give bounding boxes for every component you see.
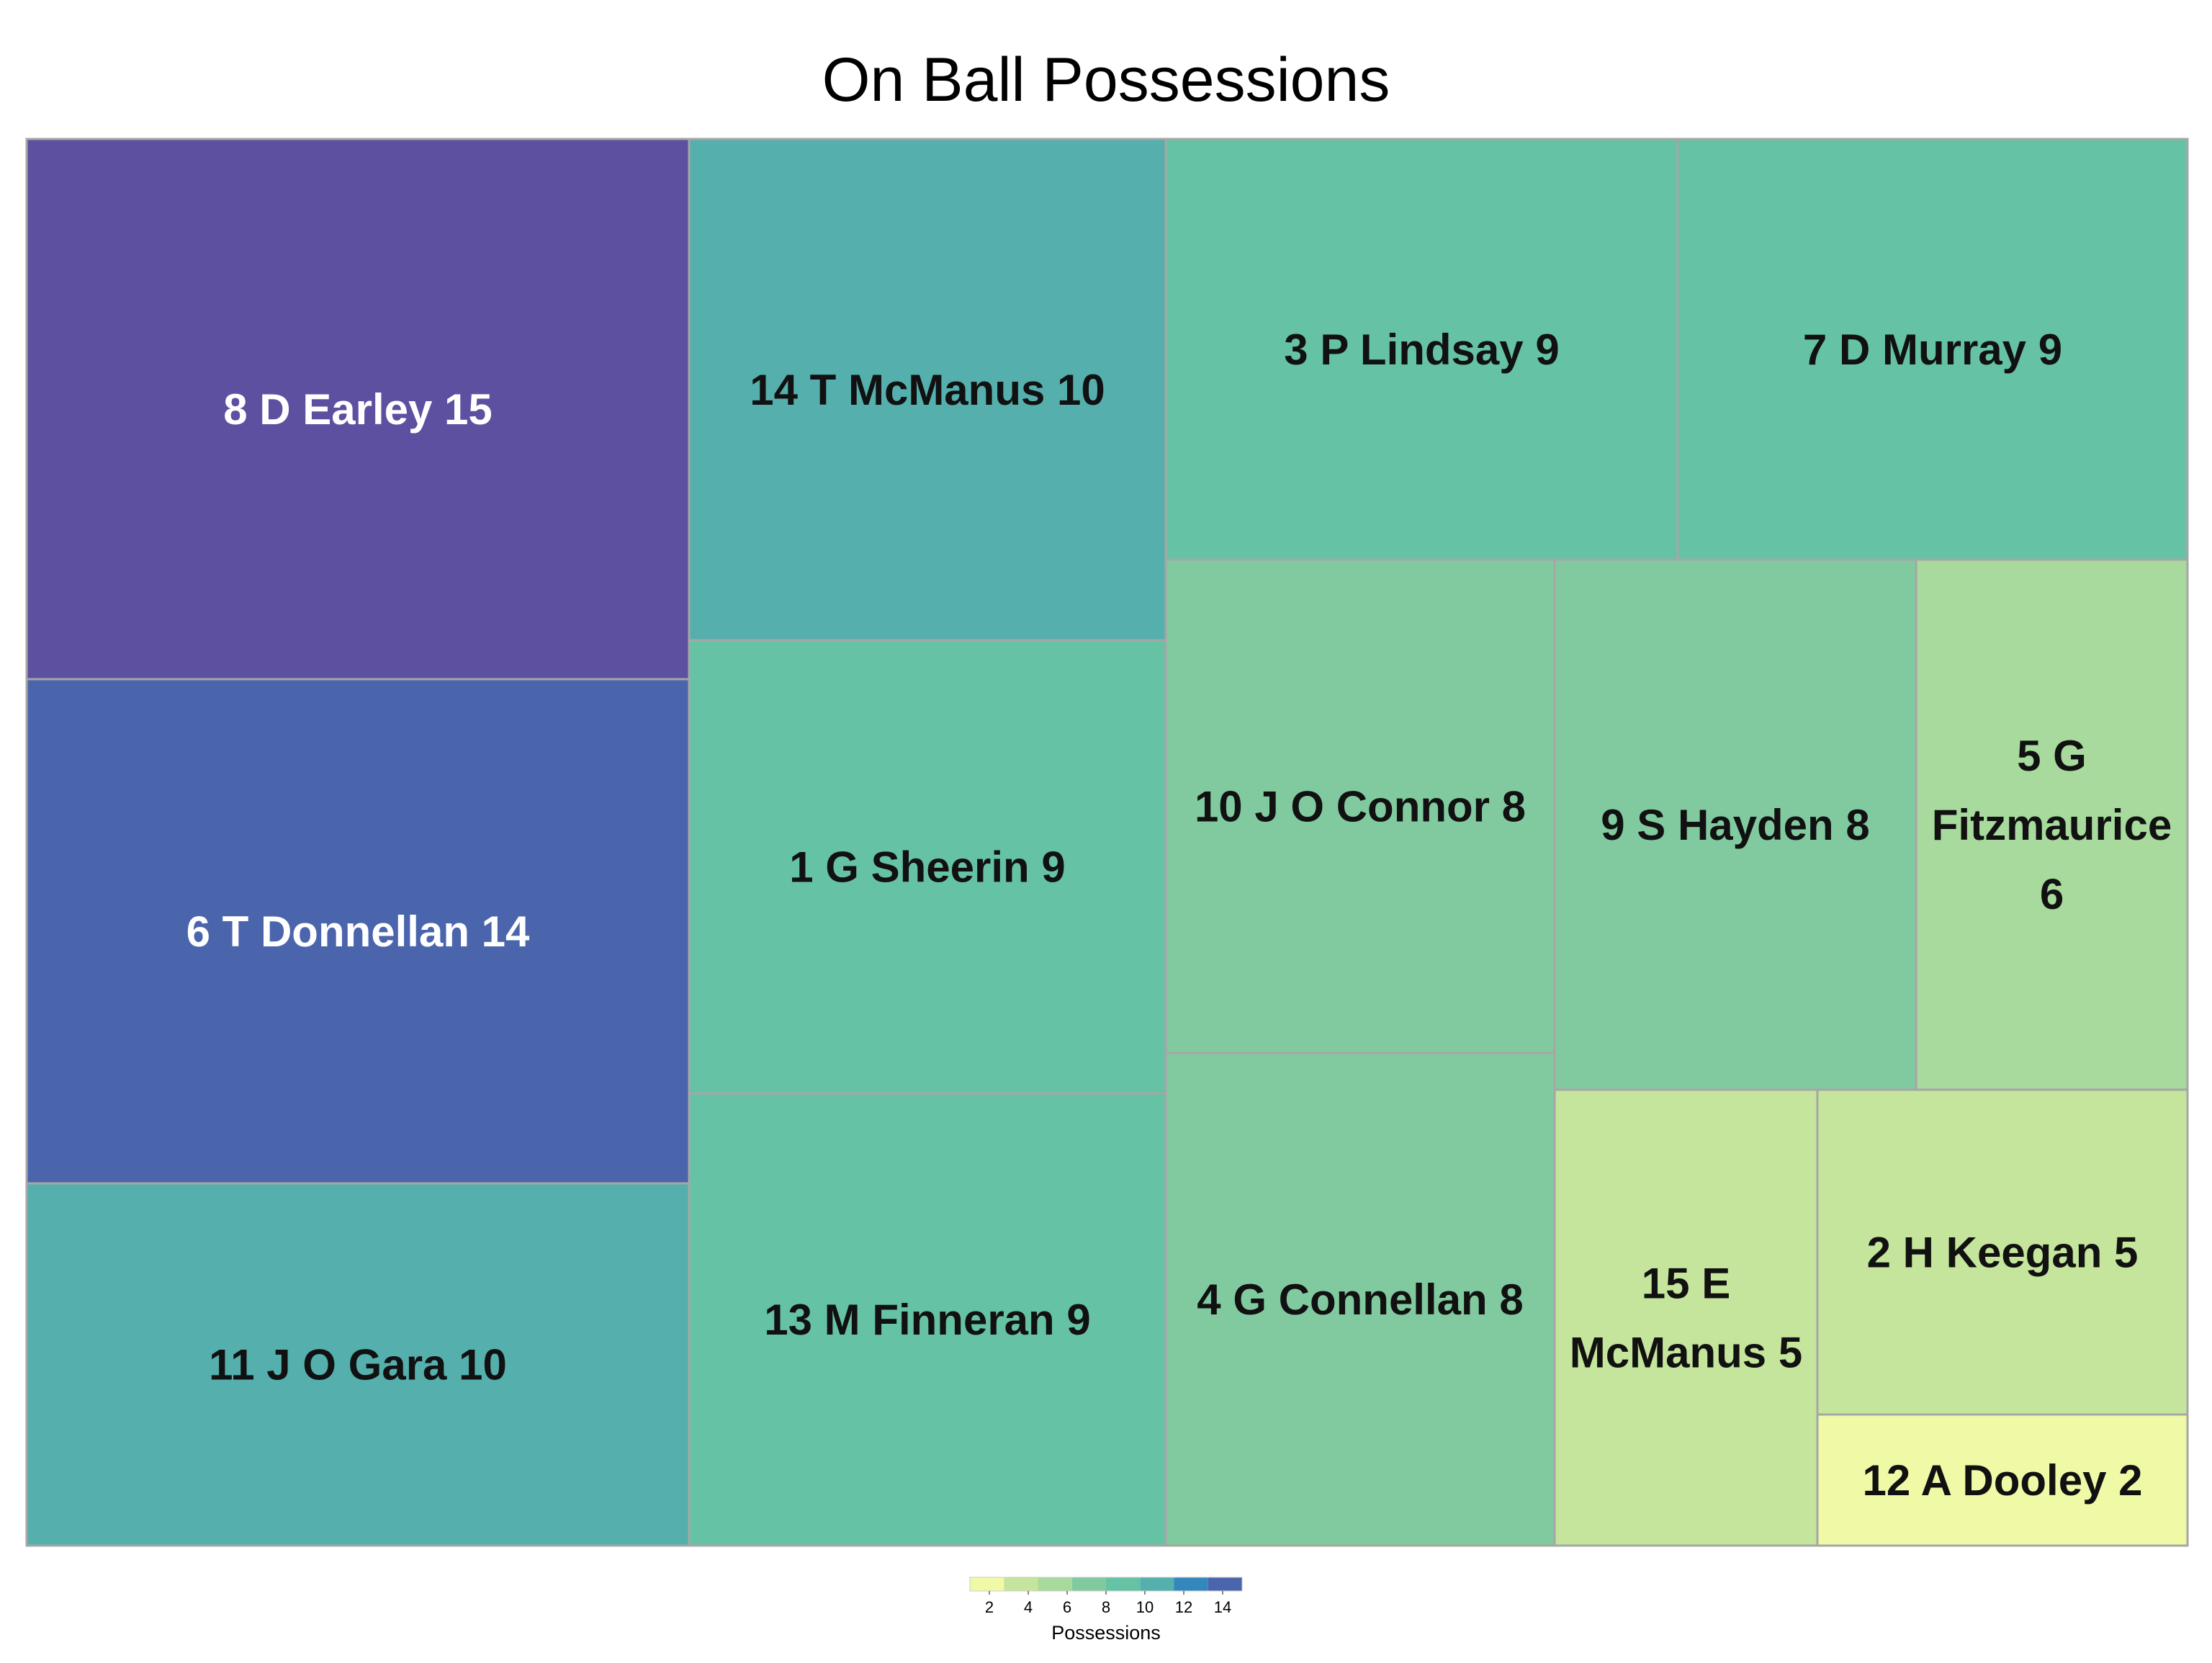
treemap-tile: 13 M Finneran 9 [688,1092,1167,1547]
treemap-tile-label: 8 D Earley 15 [223,385,493,434]
treemap-tile-label: 9 S Hayden 8 [1601,801,1870,849]
treemap-tile-label: 5 G Fitzmaurice 6 [1932,732,2172,918]
treemap-tile-label: 14 T McManus 10 [750,366,1105,414]
treemap-tile-label: 6 T Donnellan 14 [186,907,530,956]
legend-tick-label: 4 [1024,1598,1033,1616]
legend-color-swatch [1071,1577,1106,1591]
treemap-tile-rect [1553,1088,1819,1547]
legend-title: Possessions [1051,1622,1161,1644]
treemap-tile-label-line: 6 [2040,870,2064,918]
treemap-tile-rect [1816,1413,2189,1547]
treemap-tile-rect [1164,1052,1556,1547]
treemap-tile-label: 13 M Finneran 9 [764,1296,1090,1344]
treemap-tile: 2 H Keegan 5 [1816,1088,2189,1416]
treemap-tile-label-line: McManus 5 [1570,1329,1802,1377]
treemap-tile-rect [688,639,1167,1095]
treemap-tile-label-line: 13 M Finneran 9 [764,1296,1090,1344]
legend-tick-label: 14 [1214,1598,1231,1616]
treemap-tile-label: 11 J O Gara 10 [209,1341,507,1389]
treemap-tile-label-line: 12 A Dooley 2 [1862,1456,2142,1505]
legend-color-swatch [1174,1577,1208,1591]
legend-color-swatch [1038,1577,1072,1591]
treemap-tile-label-line: 5 G [2017,732,2087,780]
legend-color-swatch [970,1577,1004,1591]
legend-color-swatch [1004,1577,1038,1591]
chart-title: On Ball Possessions [822,45,1390,115]
treemap-tile-label-line: Fitzmaurice [1932,801,2172,849]
legend-color-swatch [1208,1577,1242,1591]
treemap-tile-label-line: 11 J O Gara 10 [209,1341,507,1389]
treemap-tile-label-line: 7 D Murray 9 [1803,326,2062,374]
treemap-tile-rect [1164,138,1679,561]
treemap-tiles: 8 D Earley 15 6 T Donnellan 14 11 J O Gara… [25,138,2189,1547]
treemap-tile: 12 A Dooley 2 [1816,1413,2189,1547]
treemap-tile: 11 J O Gara 10 [25,1182,691,1547]
treemap-tile-rect [25,138,691,681]
treemap-tile-label: 2 H Keegan 5 [1867,1229,2139,1277]
treemap-tile-label-line: 10 J O Connor 8 [1195,783,1526,831]
treemap-tile: 10 J O Connor 8 [1164,558,1556,1054]
treemap-tile-rect [688,1092,1167,1547]
treemap-tile: 8 D Earley 15 [25,138,691,681]
treemap-tile: 14 T McManus 10 [688,138,1167,642]
treemap-tile: 7 D Murray 9 [1676,138,2189,561]
legend-color-swatch [1106,1577,1141,1591]
treemap-tile-rect [688,138,1167,642]
treemap-tile-label-line: 15 E [1642,1260,1730,1308]
treemap-tile: 9 S Hayden 8 [1553,558,1917,1091]
legend-tick-label: 2 [985,1598,994,1616]
treemap-tile: 6 T Donnellan 14 [25,678,691,1185]
treemap-tile-label-line: 9 S Hayden 8 [1601,801,1870,849]
treemap-tile-label-line: 2 H Keegan 5 [1867,1229,2139,1277]
treemap-tile-label-line: 14 T McManus 10 [750,366,1105,414]
treemap-tile-label: 7 D Murray 9 [1803,326,2062,374]
treemap-tile: 15 E McManus 5 [1553,1088,1819,1547]
treemap-tile-label: 10 J O Connor 8 [1195,783,1526,831]
treemap-tile-label: 3 P Lindsay 9 [1284,326,1559,374]
treemap-tile: 3 P Lindsay 9 [1164,138,1679,561]
legend-color-swatch [1140,1577,1174,1591]
treemap-tile-label: 15 E McManus 5 [1570,1260,1802,1377]
treemap-tile-label: 4 G Connellan 8 [1197,1276,1523,1324]
legend-tick-label: 10 [1136,1598,1154,1616]
treemap-frame [25,138,2189,1547]
treemap-tile-label: 1 G Sheerin 9 [789,843,1066,892]
treemap-tile-label-line: 3 P Lindsay 9 [1284,326,1559,374]
treemap-tile-rect [25,1182,691,1547]
treemap-tile-label-line: 6 T Donnellan 14 [186,907,530,956]
legend-tick-label: 8 [1102,1598,1110,1616]
legend-tick-label: 6 [1063,1598,1071,1616]
treemap-tile-rect [1816,1088,2189,1416]
legend-tick-label: 12 [1175,1598,1192,1616]
treemap-tile-label: 12 A Dooley 2 [1862,1456,2142,1505]
treemap-tile-label-line: 8 D Earley 15 [223,385,493,434]
treemap-tile-label-line: 1 G Sheerin 9 [789,843,1066,892]
treemap-tile-rect [25,678,691,1185]
treemap-tile-rect [1676,138,2189,561]
treemap-tile-label-line: 4 G Connellan 8 [1197,1276,1523,1324]
treemap-tile-rect [1915,558,2189,1091]
treemap-tile: 1 G Sheerin 9 [688,639,1167,1095]
treemap-tile: 4 G Connellan 8 [1164,1052,1556,1547]
color-legend: Possessions 2 4 6 8 10 12 14 [969,1577,1243,1644]
treemap-tile: 5 G Fitzmaurice 6 [1915,558,2189,1091]
